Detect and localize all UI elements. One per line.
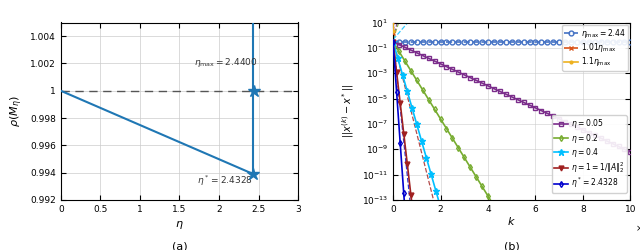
Line: $\eta = 0.2$: $\eta = 0.2$: [391, 40, 632, 228]
Text: (b): (b): [504, 242, 520, 250]
$\eta^* = 2.4328$: [583, 224, 591, 227]
$\eta = 0.05$: [615, 145, 623, 148]
$\eta = 0.05$: [404, 47, 412, 50]
$\eta = 0.4$: [615, 224, 623, 227]
$\eta^* = 2.4328$: [627, 224, 634, 227]
Line: $\eta_{\max} = 2.44$: $\eta_{\max} = 2.44$: [390, 40, 633, 44]
Line: $1.01\eta_{\max}$: $1.01\eta_{\max}$: [390, 0, 633, 36]
$\eta^* = 2.4328$: [574, 224, 582, 227]
Line: $1.1\eta_{\max}$: $1.1\eta_{\max}$: [390, 0, 633, 34]
$\eta = 0.05$: [389, 40, 397, 43]
Text: $\times 10^4$: $\times 10^4$: [635, 221, 640, 234]
$\eta = 1 = 1/\|A\|_2^2$: [404, 165, 412, 168]
$\eta_{\max} = 2.44$: [627, 40, 634, 43]
$\eta = 0.2$: [389, 40, 397, 43]
Line: $\eta = 0.4$: $\eta = 0.4$: [390, 39, 634, 228]
X-axis label: $\eta$: $\eta$: [175, 220, 184, 232]
$\eta = 1 = 1/\|A\|_2^2$: [615, 224, 623, 227]
Line: $\eta^* = 2.4328$: $\eta^* = 2.4328$: [391, 40, 632, 228]
$\eta = 0.05$: [599, 138, 607, 141]
$\eta_{\max} = 2.44$: [574, 40, 582, 43]
$\eta = 1 = 1/\|A\|_2^2$: [627, 224, 634, 227]
$\eta = 0.4$: [437, 208, 445, 211]
$\eta^* = 2.4328$: [599, 224, 607, 227]
$\eta = 0.4$: [442, 224, 450, 227]
$\eta_{\max} = 2.44$: [599, 40, 607, 43]
Y-axis label: $||x^{(k)} - x^*||$: $||x^{(k)} - x^*||$: [340, 84, 356, 138]
$\eta = 0.4$: [404, 91, 412, 94]
$\eta = 0.05$: [437, 63, 445, 66]
Text: $\eta^* = 2.4328$: $\eta^* = 2.4328$: [197, 173, 253, 188]
$\eta = 0.2$: [437, 118, 445, 122]
$\eta = 0.05$: [574, 126, 582, 129]
X-axis label: $k$: $k$: [508, 215, 516, 227]
$\eta = 0.2$: [599, 224, 607, 227]
Line: $\eta = 1 = 1/\|A\|_2^2$: $\eta = 1 = 1/\|A\|_2^2$: [390, 40, 633, 228]
$\eta = 1 = 1/\|A\|_2^2$: [574, 224, 582, 227]
$\eta = 0.2$: [627, 224, 634, 227]
$\eta_{\max} = 2.44$: [404, 40, 412, 43]
$\eta = 0.2$: [502, 224, 510, 227]
$\eta = 0.05$: [627, 150, 634, 154]
$\eta = 1 = 1/\|A\|_2^2$: [411, 224, 419, 227]
$\eta = 0.2$: [583, 224, 591, 227]
$\eta = 1 = 1/\|A\|_2^2$: [389, 40, 397, 43]
$\eta_{\max} = 2.44$: [437, 40, 445, 43]
$\eta = 0.4$: [389, 40, 397, 43]
$\eta = 0.2$: [404, 64, 412, 67]
$\eta^* = 2.4328$: [615, 224, 623, 227]
$\eta = 1 = 1/\|A\|_2^2$: [599, 224, 607, 227]
$\eta = 0.2$: [574, 224, 582, 227]
Y-axis label: $\rho(M_\eta)$: $\rho(M_\eta)$: [8, 96, 24, 127]
Legend: $\eta = 0.05$, $\eta = 0.2$, $\eta = 0.4$, $\eta = 1 = 1/\|A\|_2^2$, $\eta^* = 2: $\eta = 0.05$, $\eta = 0.2$, $\eta = 0.4…: [552, 115, 627, 193]
$\eta^* = 2.4328$: [438, 224, 445, 227]
$\eta = 0.4$: [583, 224, 591, 227]
$\eta^* = 2.4328$: [403, 224, 410, 227]
$\eta_{\max} = 2.44$: [389, 40, 397, 43]
$\eta^* = 2.4328$: [389, 40, 397, 43]
Text: (a): (a): [172, 242, 188, 250]
Line: $\eta = 0.05$: $\eta = 0.05$: [391, 40, 632, 154]
$\eta^* = 2.4328$: [404, 224, 412, 227]
$\eta_{\max} = 2.44$: [583, 40, 591, 43]
$\eta = 0.05$: [583, 130, 591, 133]
$\eta = 1 = 1/\|A\|_2^2$: [583, 224, 591, 227]
$\eta_{\max} = 2.44$: [615, 40, 623, 43]
Text: $\eta_{\max} = 2.4400$: $\eta_{\max} = 2.4400$: [194, 56, 257, 69]
$1.01\eta_{\max}$: [389, 32, 397, 34]
$1.1\eta_{\max}$: [389, 30, 397, 33]
$\eta = 0.4$: [627, 224, 634, 227]
$\eta = 1 = 1/\|A\|_2^2$: [438, 224, 445, 227]
$\eta = 0.2$: [615, 224, 623, 227]
$\eta = 0.4$: [599, 224, 607, 227]
$\eta = 0.4$: [574, 224, 582, 227]
